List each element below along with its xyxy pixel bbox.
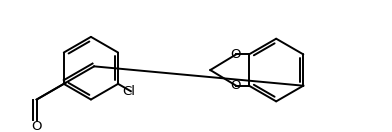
Text: O: O bbox=[230, 48, 240, 61]
Text: O: O bbox=[230, 79, 240, 92]
Text: Cl: Cl bbox=[123, 85, 136, 98]
Text: O: O bbox=[31, 120, 42, 132]
